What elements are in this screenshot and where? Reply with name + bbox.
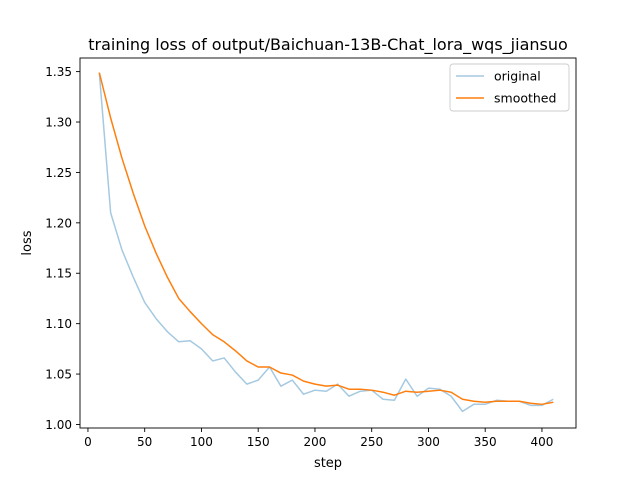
x-tick-label: 250	[360, 435, 383, 449]
y-tick-label: 1.30	[45, 116, 72, 130]
series-line-original	[98, 72, 554, 413]
y-tick-label: 1.25	[45, 166, 72, 180]
x-axis-title: step	[314, 456, 342, 471]
y-axis: 1.00 1.05 1.10 1.15 1.20 1.25 1.30 1.35	[45, 65, 80, 432]
x-tick-label: 300	[417, 435, 440, 449]
series-line-smoothed	[98, 72, 554, 406]
x-tick-label: 0	[84, 435, 92, 449]
legend-label-original: original	[494, 69, 541, 84]
chart-title: training loss of output/Baichuan-13B-Cha…	[88, 35, 568, 55]
y-tick-label: 1.15	[45, 267, 72, 281]
y-tick-label: 1.05	[45, 368, 72, 382]
y-tick-label: 1.10	[45, 317, 72, 331]
y-tick-label: 1.20	[45, 216, 72, 230]
y-tick-label: 1.00	[45, 418, 72, 432]
x-tick-label: 400	[530, 435, 553, 449]
legend-box	[449, 63, 570, 112]
plot-frame	[79, 57, 577, 429]
y-axis-title: loss	[20, 230, 35, 255]
series-layer	[98, 72, 554, 413]
x-tick-label: 350	[474, 435, 497, 449]
legend: original smoothed	[449, 63, 570, 112]
x-axis: 0 50 100 150 200 250 300 350 400	[84, 428, 553, 449]
x-tick-label: 150	[247, 435, 270, 449]
x-tick-label: 200	[303, 435, 326, 449]
x-tick-label: 50	[137, 435, 152, 449]
y-tick-label: 1.35	[45, 65, 72, 79]
x-tick-label: 100	[190, 435, 213, 449]
legend-label-smoothed: smoothed	[494, 91, 556, 106]
